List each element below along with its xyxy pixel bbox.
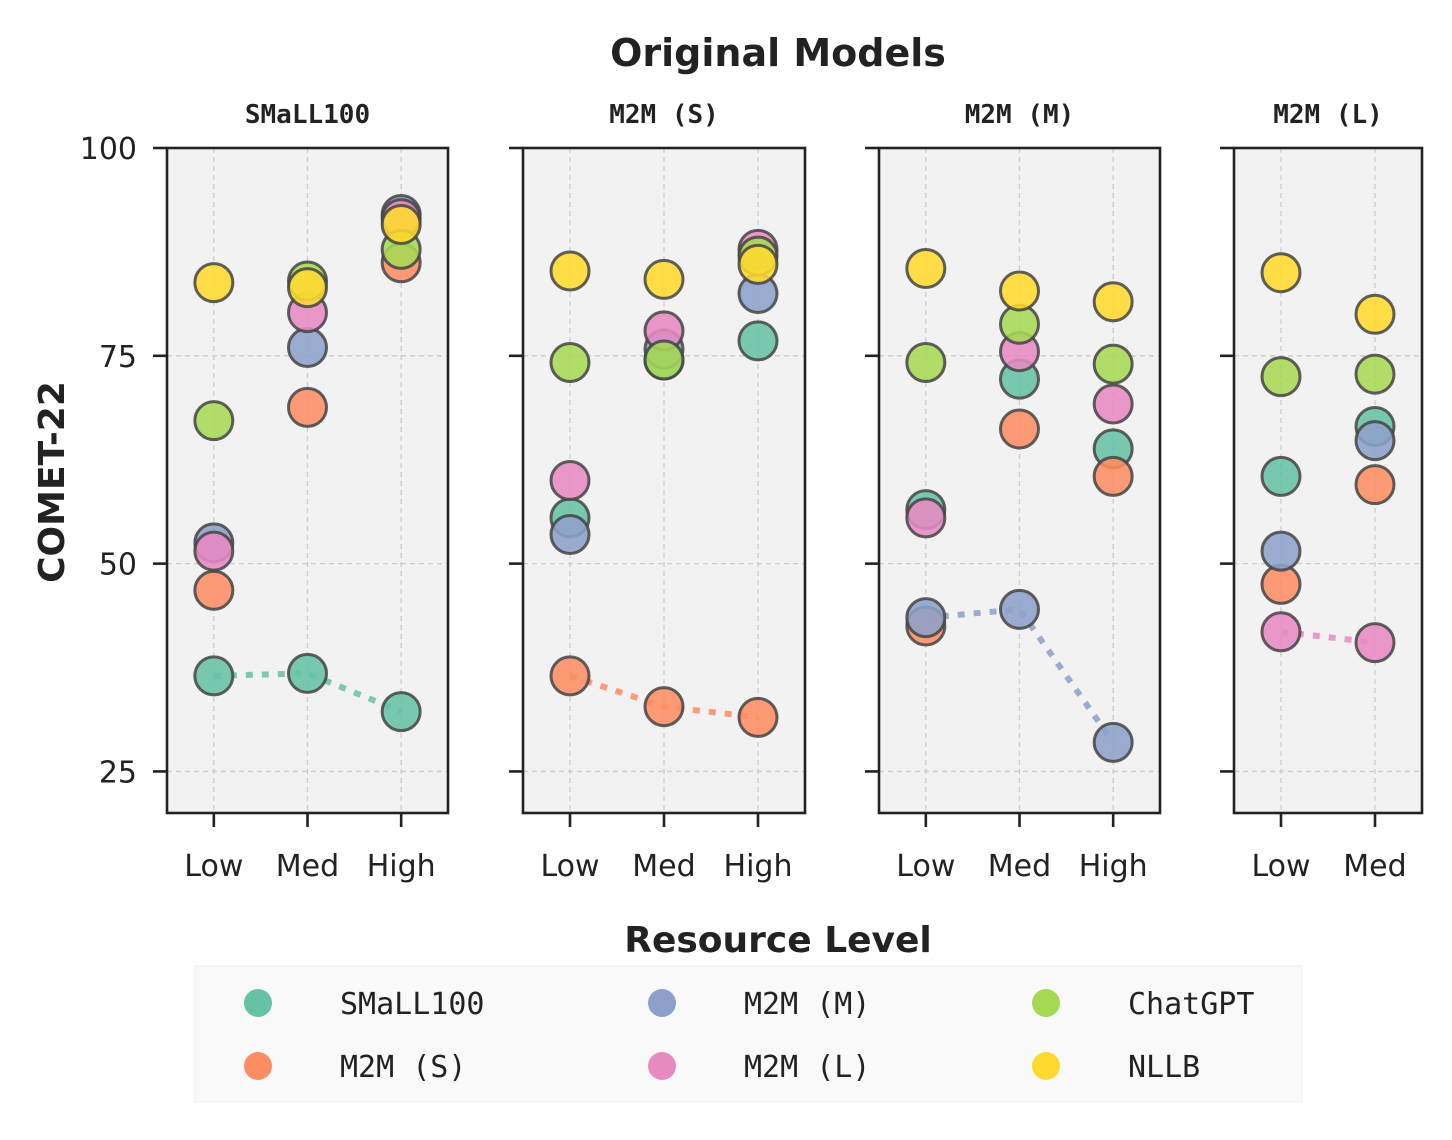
x-tick-label: Med [632, 849, 695, 884]
x-tick-label: Low [1251, 849, 1310, 884]
legend-label-small100: SMaLL100 [340, 987, 485, 1022]
chart-title: Original Models [610, 31, 946, 75]
x-tick-label: Med [988, 849, 1051, 884]
point-nllb-low [549, 250, 591, 292]
point-m2m-s--med [1354, 464, 1396, 506]
point-m2m-m--med [1354, 420, 1396, 462]
y-tick-label: 75 [99, 340, 137, 375]
point-m2m-m--low [1260, 530, 1302, 572]
panel-4: M2M (L) Low Med [1220, 100, 1424, 884]
point-small100-high [380, 691, 422, 733]
point-nllb-low [905, 248, 947, 290]
x-tick-label: Low [184, 849, 243, 884]
point-m2m-l--low [905, 497, 947, 539]
point-m2m-m--med [999, 588, 1040, 630]
y-tick-label: 100 [80, 132, 137, 167]
panel-3: M2M (M) Low Med High [865, 100, 1162, 884]
panel-title: M2M (M) [965, 100, 1075, 130]
point-chatgpt-low [193, 400, 235, 442]
panel-1: SMaLL100 25 50 75 100 Low Med High [80, 100, 450, 884]
point-chatgpt-low [1260, 356, 1302, 398]
highlight-trend-line [213, 670, 403, 715]
point-chatgpt-low [905, 341, 947, 383]
x-tick-label: Med [276, 849, 339, 884]
point-chatgpt-med [1354, 353, 1396, 395]
legend-box [194, 965, 1303, 1103]
point-m2m-s--high [737, 696, 779, 738]
point-m2m-s--high [1092, 455, 1134, 497]
point-chatgpt-low [549, 341, 591, 383]
legend-label-chatgpt: ChatGPT [1128, 987, 1254, 1022]
point-m2m-s--med [999, 408, 1040, 450]
point-m2m-l--low [549, 460, 591, 501]
legend-marker-m2m-m- [648, 989, 676, 1017]
panel-2: M2M (S) Low Med High [509, 100, 807, 884]
x-tick-label: Med [1343, 849, 1406, 884]
y-tick-label: 50 [99, 548, 137, 583]
point-nllb-med [999, 270, 1040, 312]
point-chatgpt-med [643, 339, 685, 381]
legend-label-nllb: NLLB [1128, 1050, 1200, 1085]
y-tick-label: 25 [99, 755, 137, 790]
panel-title: M2M (S) [609, 100, 719, 130]
point-m2m-l--low [193, 530, 235, 572]
point-nllb-high [737, 243, 779, 285]
legend-marker-m2m-l- [648, 1052, 676, 1080]
point-small100-low [1260, 455, 1302, 497]
point-m2m-s--low [549, 655, 591, 697]
legend-label-m2m-m-: M2M (M) [744, 987, 870, 1022]
panel-title: SMaLL100 [245, 100, 370, 130]
point-m2m-l--low [1260, 611, 1302, 653]
legend-label-m2m-s-: M2M (S) [340, 1050, 466, 1085]
legend-marker-chatgpt [1032, 989, 1060, 1017]
legend-marker-small100 [244, 989, 272, 1017]
point-nllb-med [287, 267, 328, 309]
point-nllb-high [1092, 281, 1134, 323]
point-nllb-low [1260, 252, 1302, 294]
point-m2m-m--low [549, 514, 591, 556]
point-m2m-s--med [643, 686, 685, 728]
point-nllb-med [1354, 293, 1396, 335]
point-m2m-s--low [193, 569, 235, 611]
point-nllb-high [380, 203, 422, 245]
x-tick-label: Low [540, 849, 599, 884]
point-m2m-m--high [1092, 721, 1134, 763]
point-m2m-m--med [287, 327, 328, 368]
legend: SMaLL100 M2M (S) M2M (M) M2M (L) ChatGPT NLLB [194, 965, 1303, 1103]
point-small100-high [737, 320, 779, 362]
legend-marker-nllb [1032, 1052, 1060, 1080]
point-nllb-low [193, 262, 235, 304]
panel-title: M2M (L) [1273, 100, 1383, 130]
point-small100-low [193, 655, 235, 697]
x-tick-label: High [367, 849, 436, 884]
legend-label-m2m-l-: M2M (L) [744, 1050, 870, 1085]
x-tick-label: Low [896, 849, 955, 884]
legend-marker-m2m-s- [244, 1052, 272, 1080]
point-small100-med [287, 652, 328, 694]
y-axis-label: COMET-22 [32, 381, 73, 583]
point-m2m-m--low [905, 597, 947, 639]
point-m2m-s--med [287, 386, 328, 428]
point-nllb-med [643, 258, 685, 300]
x-axis-label: Resource Level [624, 920, 932, 961]
panel-frame [1232, 146, 1424, 815]
point-chatgpt-high [1092, 343, 1134, 385]
point-m2m-l--high [1092, 383, 1134, 425]
x-tick-label: High [724, 849, 793, 884]
point-m2m-l--med [1354, 622, 1396, 664]
x-tick-label: High [1079, 849, 1148, 884]
